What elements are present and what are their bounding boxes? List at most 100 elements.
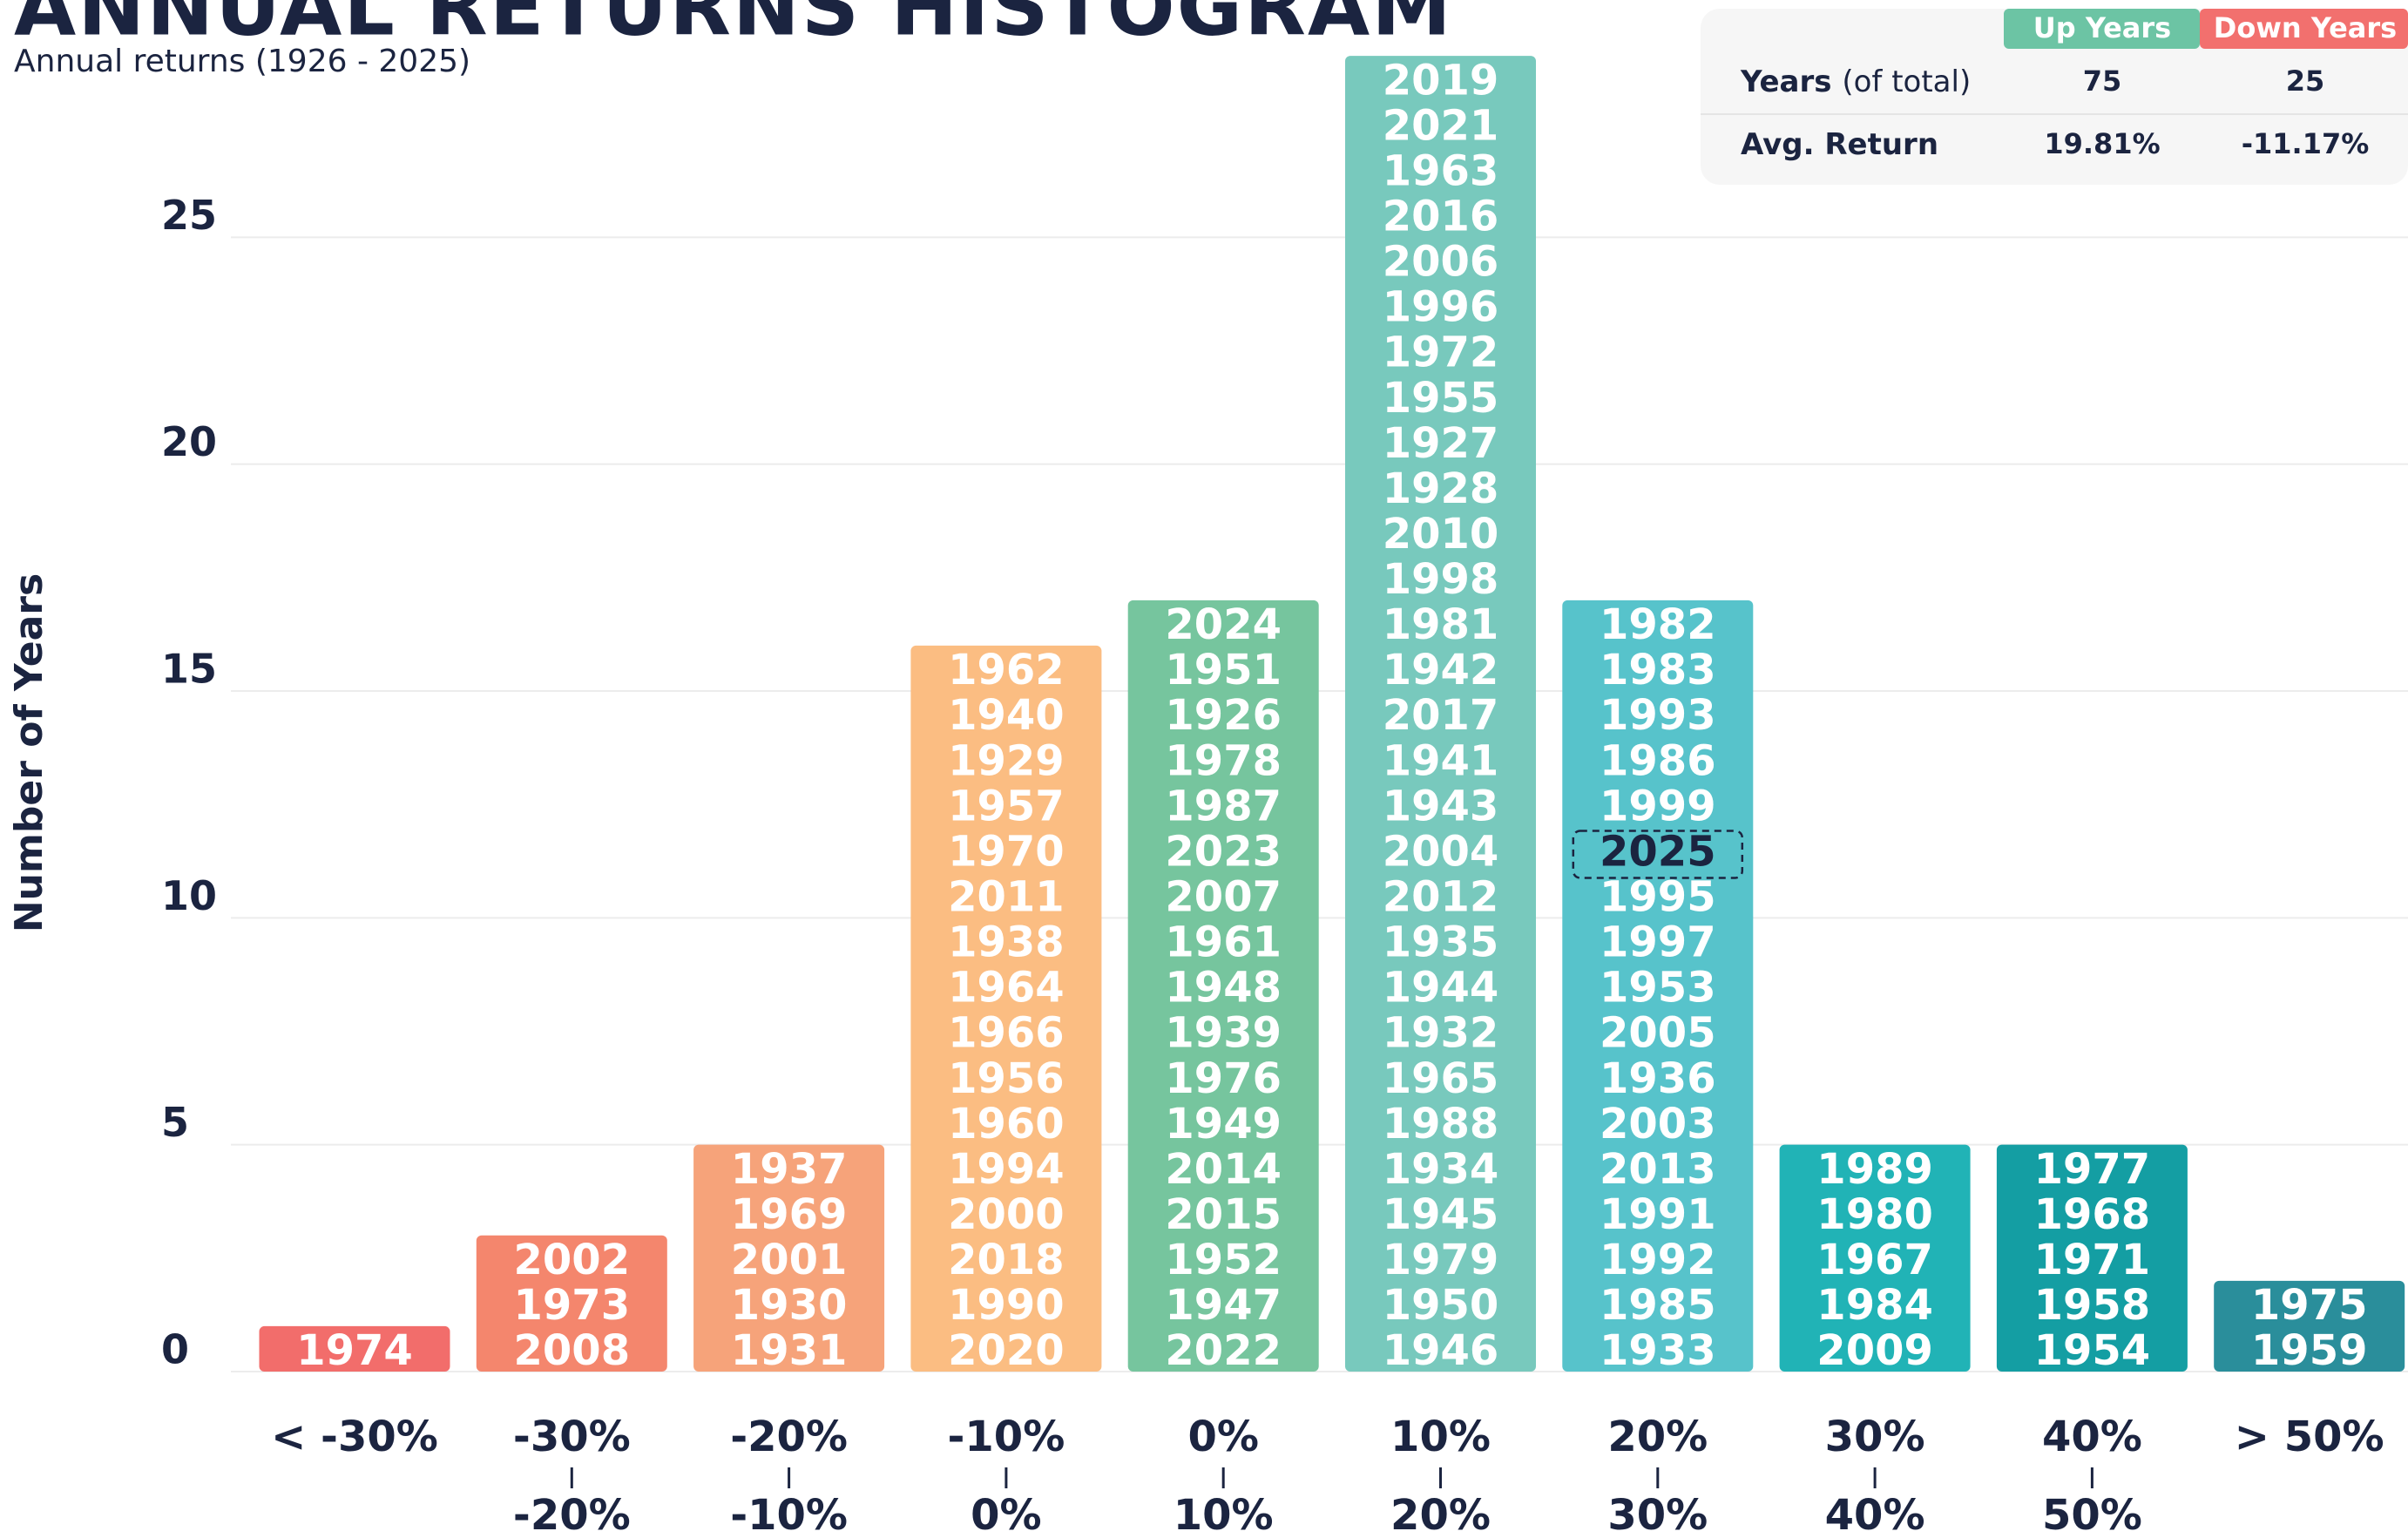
year-label: 1997 — [1600, 918, 1716, 967]
year-label: 1956 — [948, 1054, 1065, 1103]
y-tick-label: 15 — [161, 646, 217, 693]
year-label: 2023 — [1165, 827, 1282, 876]
bar — [2214, 1280, 2405, 1372]
year-label: 1976 — [1165, 1054, 1282, 1103]
year-label: 1957 — [948, 782, 1065, 830]
x-tick-label: 20% — [1607, 1413, 1708, 1461]
bar — [1779, 1144, 1971, 1372]
year-label: 1942 — [1383, 646, 1499, 694]
year-label: 1955 — [1383, 374, 1499, 423]
bar — [476, 1235, 667, 1372]
bar — [1127, 600, 1319, 1372]
year-label: 2013 — [1600, 1145, 1716, 1194]
bar — [1562, 600, 1754, 1372]
year-label: 1952 — [1165, 1236, 1282, 1284]
year-label: 1993 — [1600, 691, 1716, 740]
x-tick-label: 20% — [1390, 1491, 1491, 1538]
x-tick-label: -30% — [513, 1413, 631, 1461]
table-cell: 19.81% — [2044, 127, 2160, 160]
year-label: 2001 — [731, 1236, 848, 1284]
year-label: 1991 — [1600, 1190, 1716, 1239]
row-note: (of total) — [1842, 64, 1971, 99]
year-label: 1937 — [731, 1145, 848, 1194]
table-row-label: Years (of total) — [1740, 64, 1971, 99]
year-label: 2014 — [1165, 1145, 1282, 1194]
year-label: 1930 — [731, 1281, 848, 1330]
x-tick-label: 40% — [2042, 1413, 2142, 1461]
year-label: 1943 — [1383, 782, 1499, 830]
year-label: 1959 — [2251, 1326, 2368, 1375]
year-label: 1953 — [1600, 964, 1716, 1013]
table-cell: 25 — [2286, 64, 2325, 98]
x-tick-label: 30% — [1825, 1413, 1925, 1461]
year-label: 1996 — [1383, 283, 1499, 332]
year-label: 2009 — [1816, 1326, 1933, 1375]
table-header: Up Years — [2033, 11, 2171, 44]
year-label: 2003 — [1600, 1100, 1716, 1148]
highlight-box — [1572, 830, 1744, 879]
table-header-cell — [2200, 9, 2408, 49]
year-label: 2024 — [1165, 600, 1282, 649]
year-label: 1967 — [1816, 1236, 1933, 1284]
year-label: 1989 — [1816, 1145, 1933, 1194]
x-tick-label: 40% — [1825, 1491, 1925, 1538]
year-label: 1938 — [948, 918, 1065, 967]
bar — [693, 1144, 885, 1372]
year-label: 2015 — [1165, 1190, 1282, 1239]
x-tick-label: -10% — [730, 1491, 848, 1538]
year-label: 1990 — [948, 1281, 1065, 1330]
chart-subtitle: Annual returns (1926 - 2025) — [14, 44, 470, 79]
year-label: 1982 — [1600, 600, 1716, 649]
year-label: 1946 — [1383, 1326, 1499, 1375]
year-label: 1979 — [1383, 1236, 1499, 1284]
year-label: 2016 — [1383, 193, 1499, 241]
x-tick-label: 0% — [971, 1491, 1042, 1538]
y-tick-label: 0 — [161, 1326, 189, 1373]
year-label: 1961 — [1165, 918, 1282, 967]
year-label: 2000 — [948, 1190, 1065, 1239]
table-cell: 75 — [2083, 64, 2122, 98]
year-label: 1978 — [1165, 736, 1282, 785]
year-label: 1980 — [1816, 1190, 1933, 1239]
year-label: 1962 — [948, 646, 1065, 694]
year-label: 1984 — [1816, 1281, 1933, 1330]
y-tick-label: 10 — [161, 872, 217, 919]
year-label: 1983 — [1600, 646, 1716, 694]
year-label: 2017 — [1383, 691, 1499, 740]
year-label: 1999 — [1600, 782, 1716, 830]
bar — [259, 1325, 450, 1372]
year-label: 2007 — [1165, 873, 1282, 922]
row-label: Avg. Return — [1741, 127, 1938, 162]
year-label: 1944 — [1383, 964, 1499, 1013]
year-label: 1928 — [1383, 464, 1499, 513]
year-label: 2004 — [1383, 827, 1499, 876]
year-label: 1963 — [1383, 146, 1499, 195]
year-label: 1968 — [2034, 1190, 2151, 1239]
year-label: 1985 — [1600, 1281, 1716, 1330]
year-label: 1969 — [731, 1190, 848, 1239]
year-label: 1949 — [1165, 1100, 1282, 1148]
year-label: 1940 — [948, 691, 1065, 740]
year-label: 1970 — [948, 827, 1065, 876]
year-label: 1951 — [1165, 646, 1282, 694]
year-label: 1954 — [2034, 1326, 2151, 1375]
year-label: 1972 — [1383, 329, 1499, 377]
year-label: 2002 — [514, 1236, 631, 1284]
year-label: 1977 — [2034, 1145, 2151, 1194]
year-label: 1987 — [1165, 782, 1282, 830]
x-tick-label: 10% — [1390, 1413, 1491, 1461]
year-label: 2011 — [948, 873, 1065, 922]
year-label: 1927 — [1383, 419, 1499, 468]
year-label: 2012 — [1383, 873, 1499, 922]
year-label: 1941 — [1383, 736, 1499, 785]
table-cell: -11.17% — [2242, 127, 2370, 160]
year-label: 1975 — [2251, 1281, 2368, 1330]
row-label: Years — [1740, 64, 1832, 99]
year-label: 2008 — [514, 1326, 631, 1375]
year-label: 2020 — [948, 1326, 1065, 1375]
year-label: 1998 — [1383, 555, 1499, 604]
year-label: 1971 — [2034, 1236, 2151, 1284]
year-label: 1995 — [1600, 873, 1716, 922]
year-label: 1973 — [514, 1281, 631, 1330]
